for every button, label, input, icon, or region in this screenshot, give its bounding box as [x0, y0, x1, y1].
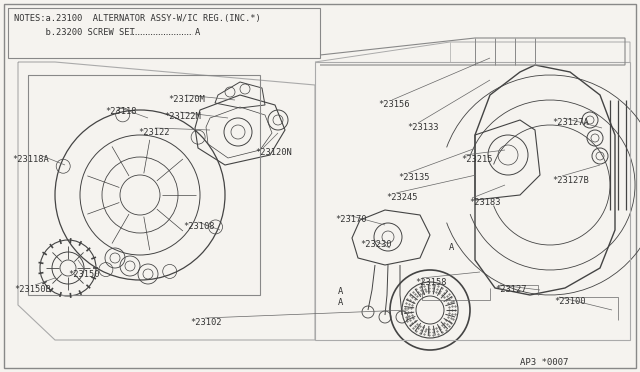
Text: *23122: *23122: [138, 128, 170, 137]
Text: A: A: [338, 298, 343, 307]
Text: AP3 *0007: AP3 *0007: [520, 358, 568, 367]
Text: *23102: *23102: [190, 318, 221, 327]
Text: *23170: *23170: [335, 215, 367, 224]
Text: *23133: *23133: [407, 123, 438, 132]
Text: NOTES:a.23100  ALTERNATOR ASSY-W/IC REG.(INC.*): NOTES:a.23100 ALTERNATOR ASSY-W/IC REG.(…: [14, 14, 260, 23]
Text: *23158: *23158: [415, 278, 447, 287]
Text: *23127B: *23127B: [552, 176, 589, 185]
Text: *23156: *23156: [378, 100, 410, 109]
Text: *23122M: *23122M: [164, 112, 201, 121]
Text: A: A: [338, 287, 343, 296]
Text: *23230: *23230: [360, 240, 392, 249]
Text: *23245: *23245: [386, 193, 417, 202]
Text: b.23200 SCREW SET: b.23200 SCREW SET: [14, 28, 135, 37]
Text: *23135: *23135: [398, 173, 429, 182]
Text: *23118: *23118: [105, 107, 136, 116]
Text: A: A: [195, 28, 200, 37]
Text: *23183: *23183: [469, 198, 500, 207]
Text: *23127: *23127: [495, 285, 527, 294]
Text: *23100: *23100: [554, 297, 586, 306]
Text: *23120N: *23120N: [255, 148, 292, 157]
Text: *23120M: *23120M: [168, 95, 205, 104]
Text: *23127A: *23127A: [552, 118, 589, 127]
Text: *23215: *23215: [461, 155, 493, 164]
Text: *23118A: *23118A: [12, 155, 49, 164]
Text: *23150: *23150: [68, 270, 99, 279]
Text: *23108: *23108: [183, 222, 214, 231]
Text: *23150B: *23150B: [14, 285, 51, 294]
Text: A: A: [449, 243, 454, 252]
